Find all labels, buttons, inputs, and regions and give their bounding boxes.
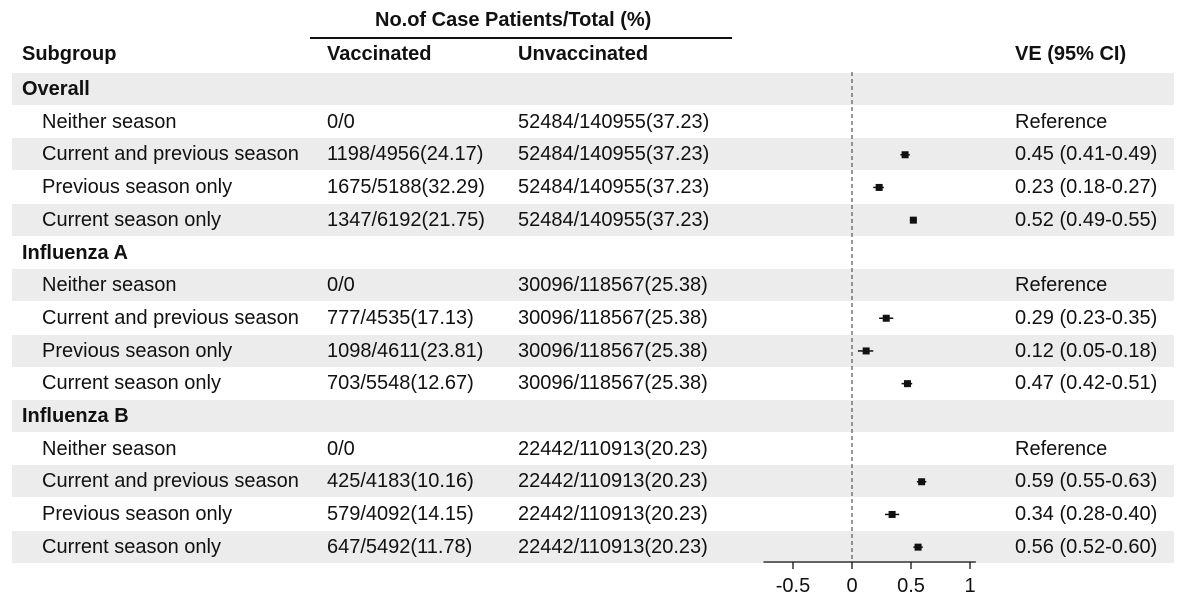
unvaccinated-value: 30096/118567(25.38) <box>518 274 708 297</box>
point-estimate <box>882 314 890 322</box>
vaccinated-value: 1198/4956(24.17) <box>327 143 484 166</box>
row-shading <box>12 334 1174 367</box>
subgroup-label: Neither season <box>42 274 177 297</box>
col-header-unvaccinated: Unvaccinated <box>518 43 649 65</box>
unvaccinated-value: 22442/110913(20.23) <box>518 503 708 526</box>
vaccinated-value: 425/4183(10.16) <box>327 470 474 493</box>
unvaccinated-value: 52484/140955(37.23) <box>518 110 710 133</box>
ve-value: Reference <box>1015 110 1108 133</box>
unvaccinated-value: 52484/140955(37.23) <box>518 176 710 199</box>
ve-value: 0.52 (0.49-0.55) <box>1015 208 1158 231</box>
subgroup-label: Previous season only <box>42 339 233 362</box>
ve-value: 0.29 (0.23-0.35) <box>1015 306 1158 329</box>
row-shading <box>12 73 1174 105</box>
unvaccinated-value: 30096/118567(25.38) <box>518 372 708 395</box>
vaccinated-value: 0/0 <box>327 110 355 133</box>
point-estimate <box>862 347 870 355</box>
subgroup-label: Previous season only <box>42 503 233 526</box>
unvaccinated-value: 52484/140955(37.23) <box>518 143 710 166</box>
subgroup-label: Neither season <box>42 437 177 460</box>
point-estimate <box>918 478 926 486</box>
point-estimate <box>888 510 896 518</box>
vaccinated-value: 777/4535(17.13) <box>327 306 474 329</box>
col-header-subgroup: Subgroup <box>22 43 117 65</box>
point-estimate <box>901 151 909 159</box>
subgroup-label: Previous season only <box>42 176 233 199</box>
vaccinated-value: 579/4092(14.15) <box>327 503 474 526</box>
subgroup-label: Current and previous season <box>42 143 299 166</box>
x-tick-label: -0.5 <box>776 575 810 597</box>
unvaccinated-value: 30096/118567(25.38) <box>518 339 708 362</box>
ve-value: 0.56 (0.52-0.60) <box>1015 535 1158 558</box>
subgroup-label: Neither season <box>42 110 177 133</box>
vaccinated-value: 0/0 <box>327 274 355 297</box>
x-tick-label: 0 <box>846 575 857 597</box>
ve-value: 0.34 (0.28-0.40) <box>1015 503 1158 526</box>
point-estimate <box>909 216 917 224</box>
vaccinated-value: 703/5548(12.67) <box>327 372 474 395</box>
ve-value: Reference <box>1015 437 1108 460</box>
row-shading <box>12 269 1174 302</box>
group-label: Influenza A <box>22 241 128 264</box>
vaccinated-value: 1347/6192(21.75) <box>327 208 485 231</box>
col-header-vaccinated: Vaccinated <box>327 43 432 65</box>
ve-value: 0.23 (0.18-0.27) <box>1015 176 1158 199</box>
subgroup-label: Current and previous season <box>42 470 299 493</box>
x-tick-label: 1 <box>964 575 975 597</box>
row-shading <box>12 530 1174 563</box>
spanner-header: No.of Case Patients/Total (%) <box>375 9 652 31</box>
subgroup-label: Current season only <box>42 535 221 558</box>
unvaccinated-value: 52484/140955(37.23) <box>518 208 710 231</box>
unvaccinated-value: 22442/110913(20.23) <box>518 470 708 493</box>
col-header-ve: VE (95% CI) <box>1015 43 1127 65</box>
group-label: Overall <box>22 78 90 100</box>
unvaccinated-value: 22442/110913(20.23) <box>518 437 708 460</box>
group-label: Influenza B <box>22 405 129 427</box>
ve-value: 0.12 (0.05-0.18) <box>1015 339 1158 362</box>
point-estimate <box>903 380 911 388</box>
unvaccinated-value: 30096/118567(25.38) <box>518 306 708 329</box>
ve-value: 0.47 (0.42-0.51) <box>1015 372 1158 395</box>
ve-value: 0.59 (0.55-0.63) <box>1015 470 1158 493</box>
row-shading <box>12 203 1174 236</box>
vaccinated-value: 1675/5188(32.29) <box>327 176 485 199</box>
ve-value: 0.45 (0.41-0.49) <box>1015 143 1158 166</box>
x-tick-label: 0.5 <box>897 575 925 597</box>
spanner-rule <box>310 37 732 39</box>
subgroup-label: Current season only <box>42 208 221 231</box>
row-shading <box>12 400 1174 432</box>
row-shading <box>12 138 1174 171</box>
ve-value: Reference <box>1015 274 1108 297</box>
unvaccinated-value: 22442/110913(20.23) <box>518 535 708 558</box>
point-estimate <box>914 543 922 551</box>
subgroup-label: Current and previous season <box>42 306 299 329</box>
row-shading <box>12 465 1174 498</box>
vaccinated-value: 1098/4611(23.81) <box>327 339 484 362</box>
subgroup-label: Current season only <box>42 372 221 395</box>
vaccinated-value: 647/5492(11.78) <box>327 535 473 558</box>
point-estimate <box>875 183 883 191</box>
vaccinated-value: 0/0 <box>327 437 355 460</box>
